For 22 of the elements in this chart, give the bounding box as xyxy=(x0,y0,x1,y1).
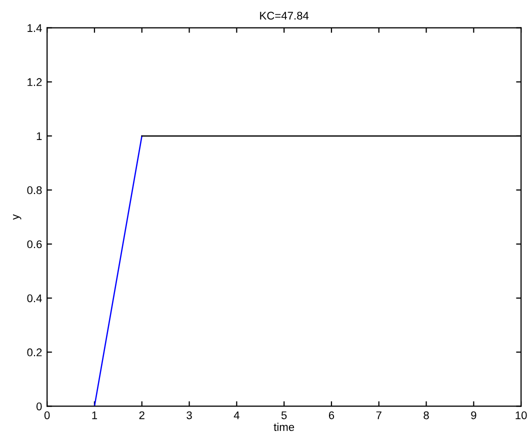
x-tick-label: 1 xyxy=(92,411,98,420)
x-axis-title: time xyxy=(274,422,294,431)
x-tick-label: 5 xyxy=(281,411,287,420)
x-tick-label: 7 xyxy=(376,411,382,420)
x-tick-label: 4 xyxy=(234,411,240,420)
x-tick-label: 10 xyxy=(516,411,527,420)
y-tick-label: 0.4 xyxy=(27,294,42,302)
y-tick-label: 1.4 xyxy=(28,24,42,32)
y-tick-label: 0.2 xyxy=(27,348,42,356)
y-tick-label: 0.6 xyxy=(27,240,42,248)
x-tick-label: 3 xyxy=(186,411,192,420)
y-tick-label: 1 xyxy=(36,132,42,140)
x-tick-label: 2 xyxy=(139,411,144,420)
x-tick-label: 0 xyxy=(44,411,50,420)
chart-title: KC=47.84 xyxy=(260,12,309,20)
y-tick-label: 1.2 xyxy=(28,78,42,86)
x-tick-label: 8 xyxy=(424,411,429,420)
y-tick-label: 0 xyxy=(36,402,42,410)
x-tick-label: 6 xyxy=(328,411,334,420)
y-axis-title: y xyxy=(13,214,22,220)
y-tick-label: 0.8 xyxy=(27,186,42,194)
x-tick-label: 9 xyxy=(471,411,476,420)
